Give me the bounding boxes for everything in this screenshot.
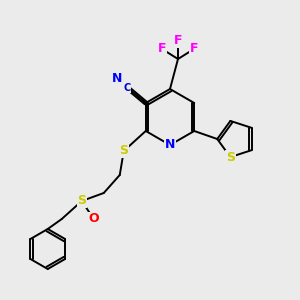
- Text: F: F: [190, 43, 198, 56]
- Text: S: S: [119, 145, 128, 158]
- Text: N: N: [165, 139, 175, 152]
- Text: C: C: [124, 82, 131, 93]
- Text: S: S: [226, 151, 235, 164]
- Text: F: F: [174, 34, 182, 47]
- Text: O: O: [88, 212, 99, 226]
- Text: S: S: [77, 194, 86, 208]
- Text: N: N: [112, 72, 122, 85]
- Text: F: F: [158, 43, 166, 56]
